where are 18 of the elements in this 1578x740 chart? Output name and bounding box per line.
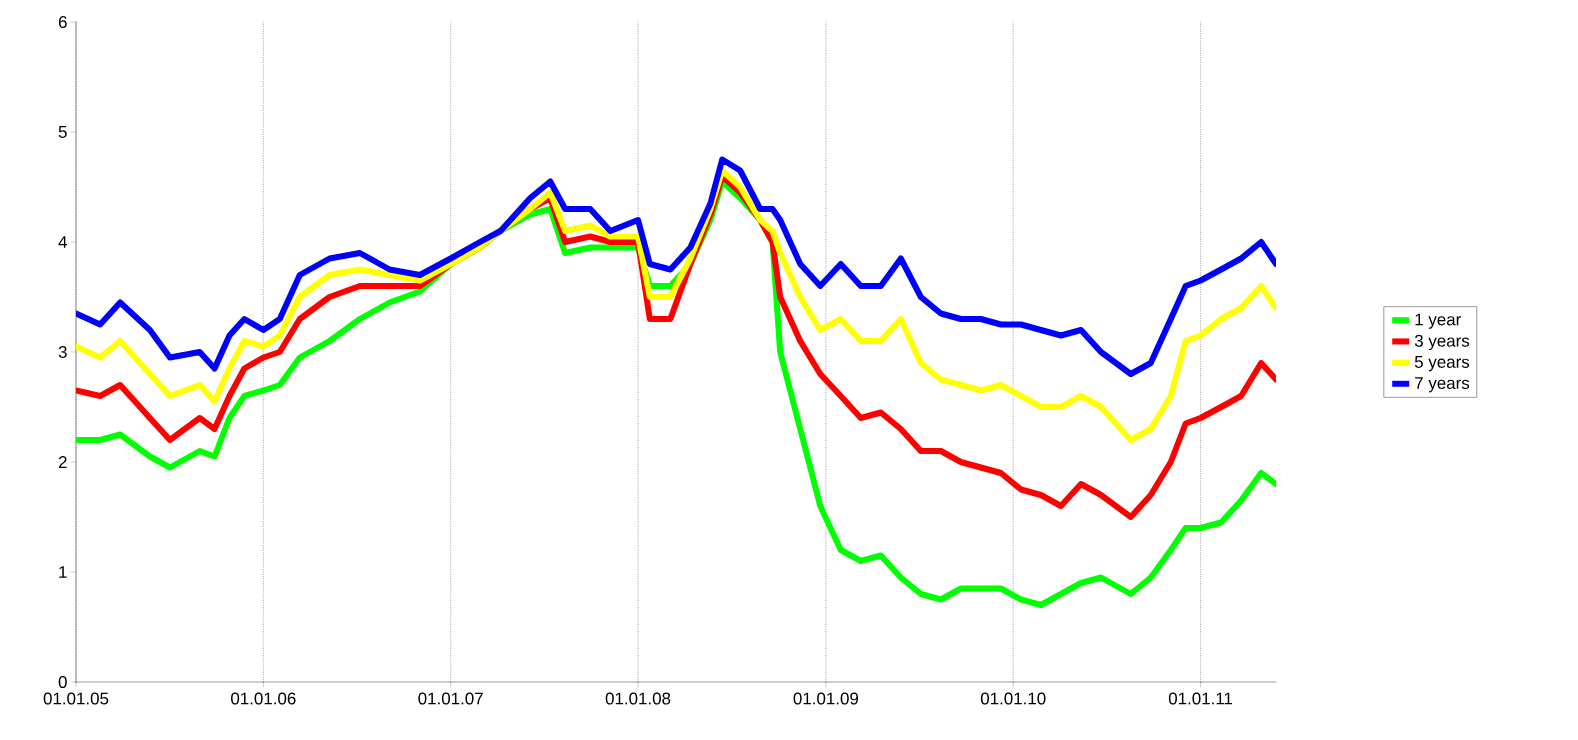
- x-tick-label: 01.01.06: [231, 692, 296, 705]
- y-tick-label: 1: [59, 566, 67, 578]
- y-tick-label: 0: [58, 676, 67, 688]
- x-tick-label: 01.01.05: [43, 692, 109, 705]
- x-tick-label: 01.01.10: [980, 692, 1046, 705]
- y-tick-label: 2: [58, 456, 67, 468]
- legend-label: 1 year: [1415, 313, 1461, 329]
- y-tick-label: 5: [58, 126, 67, 138]
- x-tick-label: 01.01.11: [1168, 692, 1233, 705]
- y-tick-label: 4: [58, 236, 67, 248]
- y-tick-label: 3: [58, 346, 67, 358]
- legend-label: 3 years: [1414, 334, 1470, 351]
- x-tick-label: 01.01.09: [793, 692, 859, 705]
- x-tick-label: 01.01.07: [418, 692, 483, 705]
- legend-label: 7 years: [1415, 377, 1470, 393]
- y-tick-label: 6: [58, 16, 67, 28]
- legend-label: 5 years: [1414, 356, 1470, 372]
- x-tick-label: 01.01.08: [605, 692, 671, 705]
